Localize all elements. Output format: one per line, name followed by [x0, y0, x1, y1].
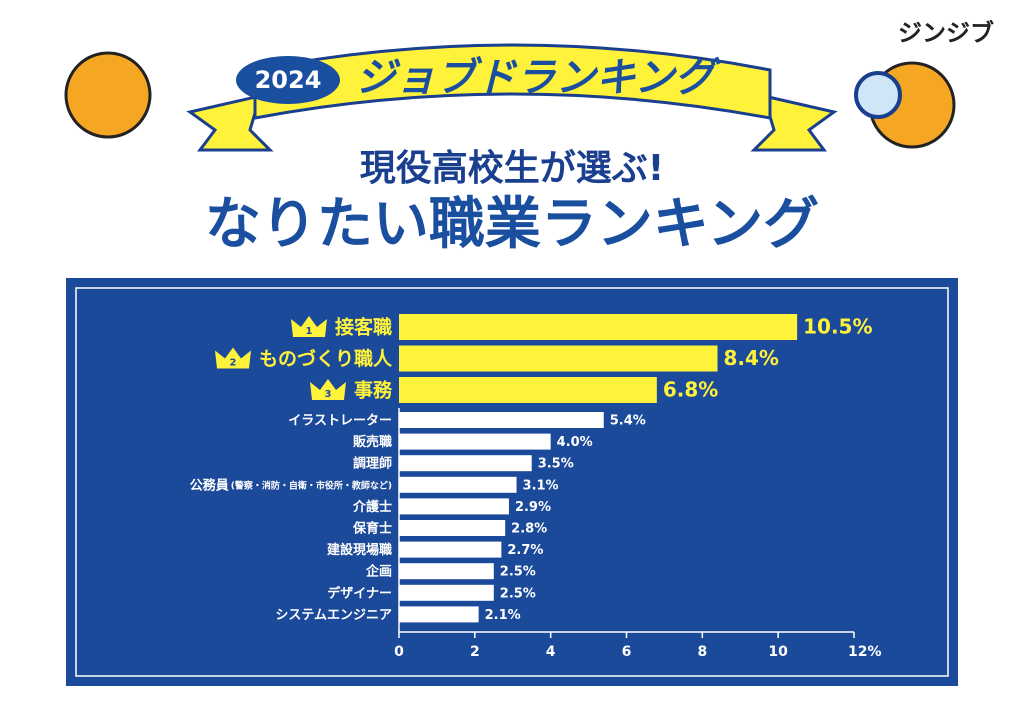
category-label: 企画	[365, 564, 392, 580]
x-tick-label: 4	[546, 644, 556, 660]
bar	[399, 433, 551, 450]
x-tick-label: 12%	[848, 644, 882, 660]
value-label: 8.4%	[724, 346, 779, 370]
bar	[399, 584, 494, 601]
x-tick-label: 6	[622, 644, 632, 660]
value-label: 2.1%	[485, 608, 521, 623]
brand-logo: ジンジブ	[898, 19, 994, 47]
category-label: 保育士	[352, 521, 392, 537]
value-label: 2.9%	[515, 500, 551, 515]
rank-badge: 3	[325, 389, 332, 400]
magnifier	[854, 71, 902, 119]
rank-badge: 1	[306, 326, 313, 337]
value-label: 3.5%	[538, 457, 574, 472]
panel-border	[75, 287, 949, 677]
value-label: 4.0%	[557, 435, 593, 450]
category-label: ものづくり職人	[259, 347, 393, 370]
category-label: デザイナー	[327, 585, 392, 601]
category-label: 販売職	[353, 434, 392, 450]
category-label: システムエンジニア	[275, 608, 392, 623]
value-label: 5.4%	[610, 414, 646, 429]
mascot-left	[64, 51, 152, 139]
category-label: 公務員	[190, 477, 229, 493]
crown	[309, 379, 346, 400]
category-note: (警察・消防・自衛・市役所・教師など)	[231, 479, 392, 491]
bar	[399, 345, 718, 372]
category-label: イラストレーター	[288, 414, 392, 429]
x-tick-label: 2	[470, 644, 480, 660]
x-tick-label: 8	[697, 644, 707, 660]
bar	[399, 412, 604, 428]
bar	[399, 476, 517, 493]
value-label: 3.1%	[523, 478, 559, 493]
bar	[399, 520, 506, 536]
rank-badge: 2	[230, 358, 237, 369]
crown	[290, 316, 327, 337]
year-badge	[236, 56, 340, 104]
x-tick-label: 10	[768, 644, 788, 660]
category-label: 接客職	[335, 316, 392, 339]
value-label: 6.8%	[663, 378, 718, 402]
category-label: 介護士	[352, 499, 392, 515]
value-label: 2.7%	[507, 543, 543, 558]
value-label: 2.5%	[500, 565, 536, 580]
crown	[214, 347, 251, 369]
banner-year: 2024	[255, 66, 322, 94]
plot: 10.5% 接客職 1 8.4% ものづくり職人 2 6.8% 事務 3 5.4% イラストレーター…	[190, 314, 882, 660]
banner-title: ジョブドランキング	[356, 55, 722, 101]
category-label: 建設現場職	[327, 542, 392, 558]
bar	[399, 314, 798, 340]
x-tick-label: 0	[394, 644, 404, 660]
bar	[399, 541, 502, 558]
bar	[399, 563, 494, 580]
chart-title: なりたい職業ランキング	[205, 192, 819, 257]
bar	[399, 606, 479, 623]
value-label: 10.5%	[803, 315, 872, 339]
value-label: 2.8%	[511, 522, 547, 537]
bar	[399, 455, 532, 472]
subtitle: 現役高校生が選ぶ!	[360, 148, 664, 189]
category-label: 事務	[354, 379, 393, 402]
bar	[399, 377, 657, 403]
ribbon	[253, 43, 772, 120]
bar	[399, 498, 509, 515]
value-label: 2.5%	[500, 586, 536, 601]
category-label: 調理師	[353, 456, 392, 472]
